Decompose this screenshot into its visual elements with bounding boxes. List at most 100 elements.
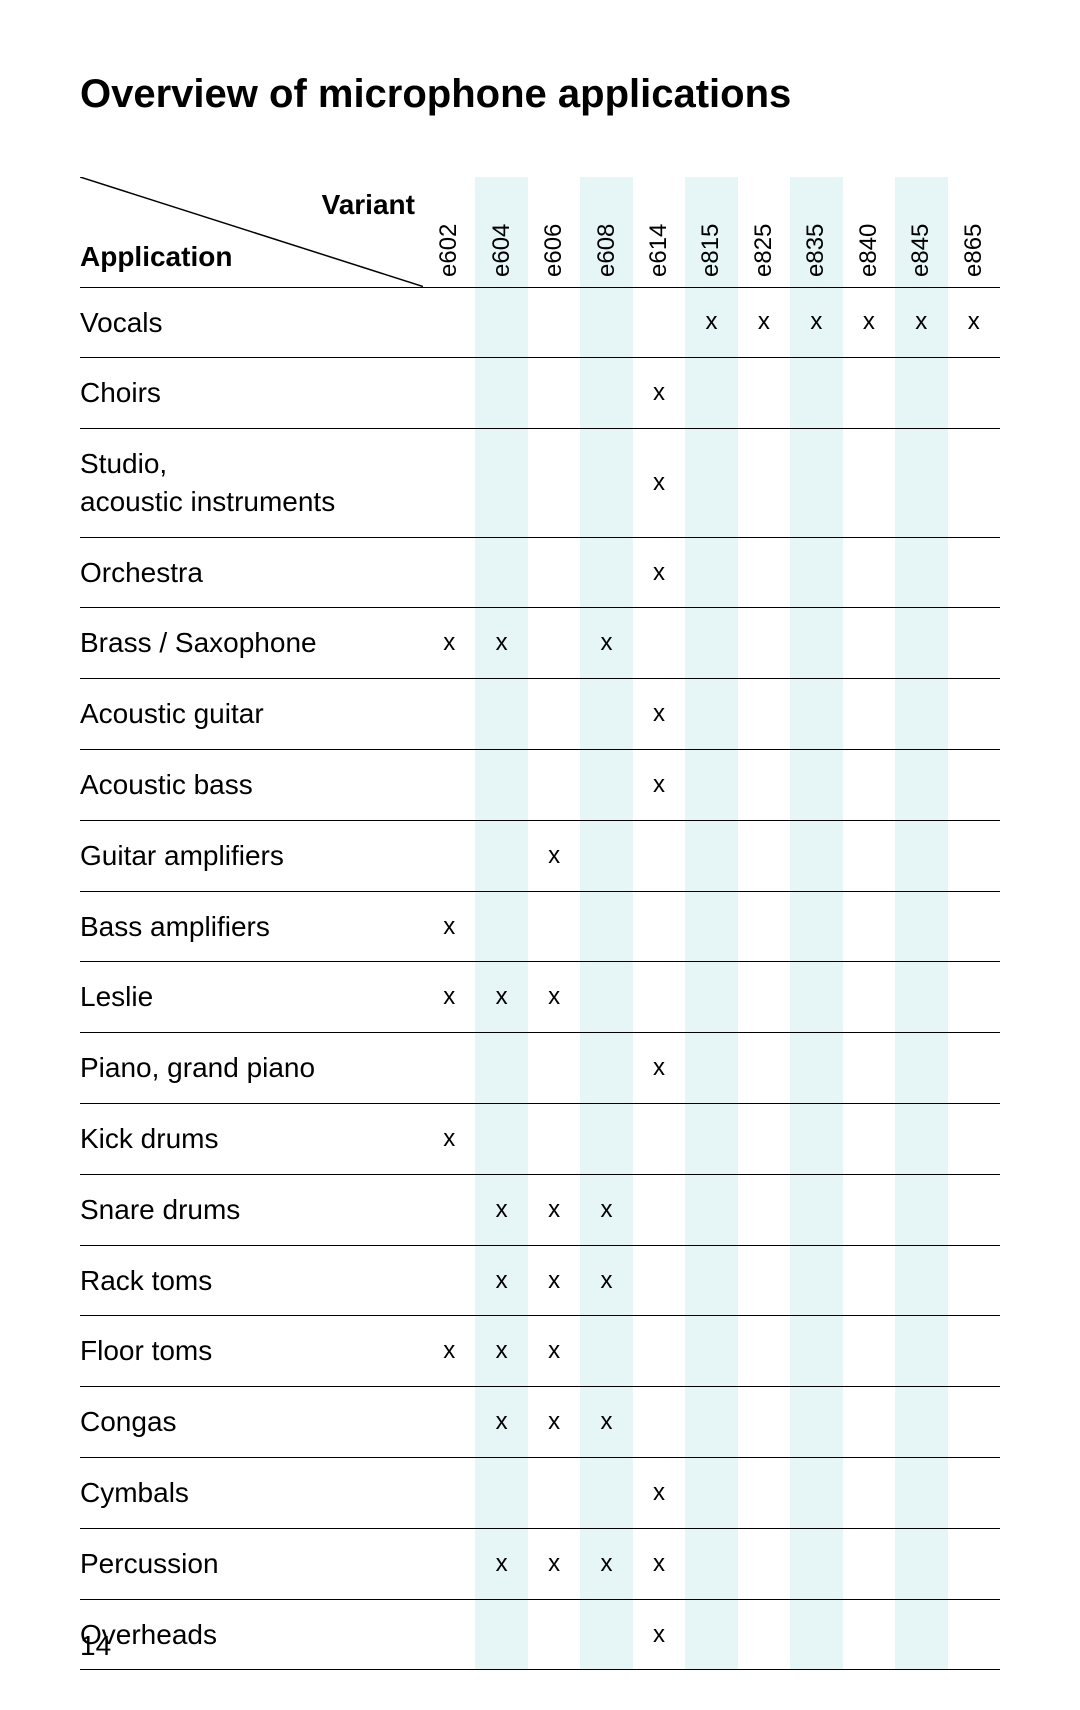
mark-cell bbox=[423, 679, 475, 750]
mark-cell bbox=[948, 608, 1001, 679]
corner-header: Variant Application bbox=[80, 177, 423, 287]
mark-cell bbox=[475, 1033, 527, 1104]
mark-cell: x bbox=[843, 287, 895, 358]
mark-cell: x bbox=[475, 1528, 527, 1599]
mark-cell bbox=[738, 820, 790, 891]
mark-cell bbox=[843, 962, 895, 1033]
mark-cell: x bbox=[423, 608, 475, 679]
mark-cell bbox=[580, 1033, 632, 1104]
mark-cell bbox=[738, 537, 790, 608]
mark-cell bbox=[843, 1033, 895, 1104]
mark-cell: x bbox=[475, 1387, 527, 1458]
mark-cell bbox=[738, 1033, 790, 1104]
variant-header-label: e606 bbox=[540, 253, 568, 277]
mark-cell bbox=[685, 1033, 737, 1104]
mark-cell bbox=[895, 1387, 947, 1458]
variant-header-label: e840 bbox=[855, 253, 883, 277]
mark-cell bbox=[948, 1174, 1001, 1245]
header-row: Variant Application e602e604e606e608e614… bbox=[80, 177, 1000, 287]
mark-cell bbox=[738, 1599, 790, 1670]
mark-cell bbox=[633, 1245, 685, 1316]
table-row: Guitar amplifiersx bbox=[80, 820, 1000, 891]
mark-cell bbox=[738, 608, 790, 679]
mark-cell: x bbox=[423, 1104, 475, 1175]
mark-cell bbox=[790, 1458, 842, 1529]
mark-cell bbox=[475, 1104, 527, 1175]
table-row: Orchestrax bbox=[80, 537, 1000, 608]
mark-cell bbox=[685, 891, 737, 962]
mark-cell bbox=[580, 891, 632, 962]
mark-cell bbox=[423, 358, 475, 429]
mark-cell: x bbox=[528, 1387, 580, 1458]
mark-cell bbox=[790, 1599, 842, 1670]
mark-cell bbox=[790, 358, 842, 429]
mark-cell bbox=[685, 608, 737, 679]
mark-cell bbox=[475, 679, 527, 750]
mark-cell: x bbox=[633, 537, 685, 608]
mark-cell bbox=[423, 1245, 475, 1316]
mark-cell bbox=[738, 358, 790, 429]
mark-cell bbox=[895, 1316, 947, 1387]
mark-cell: x bbox=[948, 287, 1001, 358]
table-row: Piano, grand piano x bbox=[80, 1033, 1000, 1104]
table-row: Rack tomsxxx bbox=[80, 1245, 1000, 1316]
mark-cell bbox=[475, 537, 527, 608]
table-row: Congasxxx bbox=[80, 1387, 1000, 1458]
variant-header: e815 bbox=[685, 177, 737, 287]
mark-cell bbox=[790, 537, 842, 608]
mark-cell bbox=[685, 429, 737, 538]
table-row: Bass amplifiersx bbox=[80, 891, 1000, 962]
mark-cell bbox=[948, 962, 1001, 1033]
mark-cell bbox=[475, 750, 527, 821]
mark-cell bbox=[738, 1316, 790, 1387]
mark-cell bbox=[580, 820, 632, 891]
variant-header: e608 bbox=[580, 177, 632, 287]
mark-cell: x bbox=[633, 1599, 685, 1670]
mark-cell bbox=[790, 1174, 842, 1245]
mark-cell: x bbox=[475, 1174, 527, 1245]
application-label-cell: Guitar amplifiers bbox=[80, 820, 423, 891]
application-label-cell: Cymbals bbox=[80, 1458, 423, 1529]
mark-cell: x bbox=[633, 1033, 685, 1104]
mark-cell bbox=[685, 820, 737, 891]
mark-cell: x bbox=[580, 608, 632, 679]
variant-header-label: e604 bbox=[488, 253, 516, 277]
mark-cell bbox=[633, 1104, 685, 1175]
mark-cell bbox=[685, 750, 737, 821]
variant-header-label: e602 bbox=[435, 253, 463, 277]
mark-cell: x bbox=[790, 287, 842, 358]
mark-cell bbox=[528, 287, 580, 358]
mark-cell: x bbox=[580, 1245, 632, 1316]
mark-cell bbox=[895, 1245, 947, 1316]
mark-cell: x bbox=[633, 429, 685, 538]
mark-cell bbox=[790, 820, 842, 891]
mark-cell bbox=[633, 608, 685, 679]
mark-cell bbox=[475, 891, 527, 962]
application-axis-label: Application bbox=[80, 241, 232, 273]
mark-cell: x bbox=[475, 1245, 527, 1316]
mark-cell bbox=[790, 679, 842, 750]
mark-cell bbox=[685, 1245, 737, 1316]
mark-cell bbox=[528, 537, 580, 608]
mark-cell bbox=[475, 1458, 527, 1529]
application-label-cell: Overheads bbox=[80, 1599, 423, 1670]
mark-cell bbox=[790, 608, 842, 679]
mark-cell bbox=[423, 429, 475, 538]
page-title: Overview of microphone applications bbox=[80, 72, 1000, 117]
application-label-cell: Piano, grand piano bbox=[80, 1033, 423, 1104]
mark-cell bbox=[790, 750, 842, 821]
mark-cell bbox=[738, 679, 790, 750]
table-row: Acoustic guitarx bbox=[80, 679, 1000, 750]
application-label-cell: Brass / Saxophone bbox=[80, 608, 423, 679]
mark-cell bbox=[528, 750, 580, 821]
mark-cell bbox=[843, 1528, 895, 1599]
mark-cell: x bbox=[528, 1316, 580, 1387]
table-row: Brass / Saxophonexxx bbox=[80, 608, 1000, 679]
mark-cell bbox=[528, 429, 580, 538]
table-row: Choirsx bbox=[80, 358, 1000, 429]
table-row: Kick drumsx bbox=[80, 1104, 1000, 1175]
mark-cell bbox=[843, 1174, 895, 1245]
table-head: Variant Application e602e604e606e608e614… bbox=[80, 177, 1000, 287]
mark-cell bbox=[423, 537, 475, 608]
mark-cell bbox=[738, 1458, 790, 1529]
